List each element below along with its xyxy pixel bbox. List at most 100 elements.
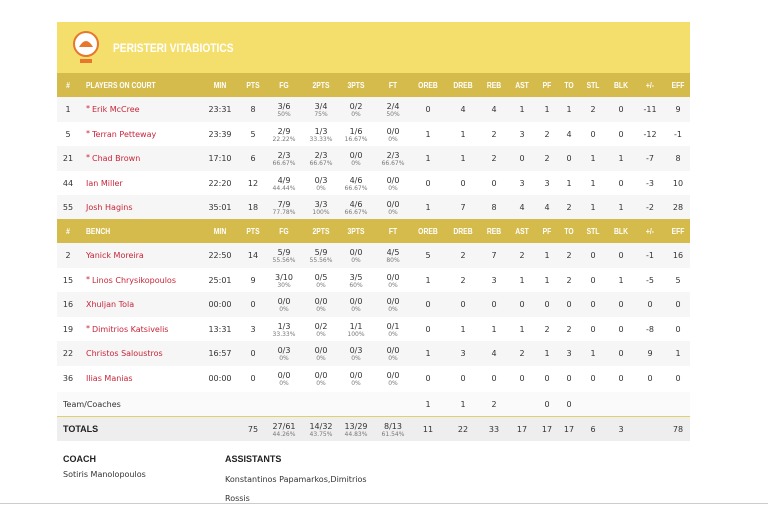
stat-cell: 16:57 [208, 349, 232, 358]
stat-cell: 1 [590, 349, 596, 358]
player-name[interactable]: Ian Miller [86, 178, 123, 188]
stat-cell: 3 [519, 129, 525, 139]
shot-made: 3/10 [275, 272, 293, 282]
stat-cell: 1 [519, 324, 525, 334]
stat-cell: 1 [544, 275, 550, 285]
player-name[interactable]: Xhuljan Tola [86, 300, 135, 309]
stat-cell: 0 [491, 300, 497, 309]
stat-cell: 00:00 [208, 373, 232, 383]
column-header: PTS [246, 227, 260, 236]
stat-cell: -5 [646, 275, 654, 285]
stat-cell: 1 [544, 251, 550, 260]
column-header: TO [564, 81, 574, 90]
starter-mark: * [86, 323, 90, 333]
stat-cell: 2 [491, 400, 497, 409]
shot-pct: 30% [277, 281, 291, 289]
stat-cell: 23:31 [208, 105, 232, 114]
column-header: BLK [614, 227, 628, 236]
player-name[interactable]: Christos Saloustros [86, 349, 163, 358]
player-name[interactable]: Josh Hagins [86, 203, 133, 212]
player-row [57, 195, 690, 220]
stat-cell: 0 [425, 300, 431, 309]
shot-pct: 22.22% [272, 135, 296, 143]
stat-cell: 0 [491, 178, 497, 188]
column-header: FG [279, 227, 289, 236]
stat-cell: 8 [250, 105, 256, 114]
stat-cell: 2 [460, 275, 466, 285]
stat-cell: 1 [460, 400, 466, 409]
shot-made: 0/0 [349, 248, 363, 257]
column-header: AST [515, 227, 529, 236]
stat-cell: 2 [544, 129, 550, 139]
shot-made: 4/6 [349, 200, 363, 209]
shot-made: 3/3 [314, 200, 328, 209]
shot-made: 0/0 [386, 126, 400, 136]
totals-label: TOTALS [63, 424, 99, 434]
shot-pct: 0% [351, 306, 361, 313]
stat-cell: 17 [563, 425, 575, 434]
stat-cell: 3 [519, 178, 525, 188]
shot-pct: 0% [316, 184, 326, 192]
shot-made: 0/0 [386, 297, 400, 306]
stat-cell: -1 [674, 129, 682, 139]
stat-cell: 33 [488, 425, 500, 434]
shot-made: 0/0 [277, 297, 291, 306]
stat-cell: 17 [516, 425, 528, 434]
shot-made: 2/3 [386, 151, 400, 160]
stat-cell: 3 [460, 349, 466, 358]
assistants-names: Konstantinos Papamarkos,Dimitrios Rossis [225, 475, 367, 503]
header-row [57, 219, 690, 243]
stat-cell: 0 [618, 349, 624, 358]
stat-cell: 0 [566, 300, 572, 309]
stat-cell: 0 [675, 373, 681, 383]
player-name[interactable]: Dimitrios Katsivelis [92, 324, 169, 334]
column-header: FG [279, 81, 289, 90]
player-number: 36 [62, 373, 74, 383]
stat-cell: 2 [566, 275, 572, 285]
player-name[interactable]: Chad Brown [92, 154, 141, 163]
starter-mark: * [86, 104, 90, 113]
stat-cell: 1 [425, 129, 431, 139]
team-row [57, 392, 690, 417]
column-header: OREB [418, 81, 438, 90]
shot-pct: 55.56% [309, 257, 333, 264]
shot-pct: 0% [388, 330, 398, 338]
player-name[interactable]: Ilias Manias [86, 373, 133, 383]
column-header: FT [388, 227, 398, 236]
shot-made: 8/13 [384, 422, 402, 431]
column-header: MIN [213, 81, 227, 90]
stat-cell: 78 [672, 425, 684, 434]
shot-pct: 100% [347, 330, 365, 338]
shot-pct: 100% [312, 209, 330, 216]
player-name[interactable]: Yanick Moreira [86, 251, 144, 260]
stat-cell: -11 [643, 105, 657, 114]
shot-made: 0/2 [349, 102, 363, 111]
header-row [57, 73, 690, 97]
shot-pct: 0% [351, 379, 361, 387]
shot-pct: 0% [388, 379, 398, 387]
stat-cell: 0 [519, 300, 525, 309]
shot-made: 3/5 [349, 272, 363, 282]
stat-cell: -8 [646, 324, 654, 334]
shot-pct: 61.54% [381, 431, 405, 438]
stat-cell: 2 [460, 251, 466, 260]
stat-cell: 0 [460, 300, 466, 309]
player-name[interactable]: Terran Petteway [92, 129, 157, 139]
player-name[interactable]: Erik McCree [92, 105, 140, 114]
stat-cell: 0 [566, 154, 572, 163]
stat-cell: 3 [618, 425, 624, 434]
column-header: +/- [645, 81, 655, 90]
column-header: 2PTS [312, 227, 330, 236]
player-row [57, 243, 690, 268]
column-header: # [66, 81, 70, 90]
player-name[interactable]: Linos Chrysikopoulos [92, 275, 176, 285]
column-header: EFF [671, 81, 685, 90]
stat-cell: 17 [541, 425, 553, 434]
shot-pct: 44.83% [344, 431, 368, 438]
stat-cell: 2 [491, 129, 497, 139]
shot-pct: 43.75% [309, 431, 333, 438]
stat-cell: 17:10 [208, 154, 232, 163]
stat-cell: 11 [422, 425, 434, 434]
shot-pct: 16.67% [344, 135, 368, 143]
stat-cell: 5 [675, 275, 681, 285]
